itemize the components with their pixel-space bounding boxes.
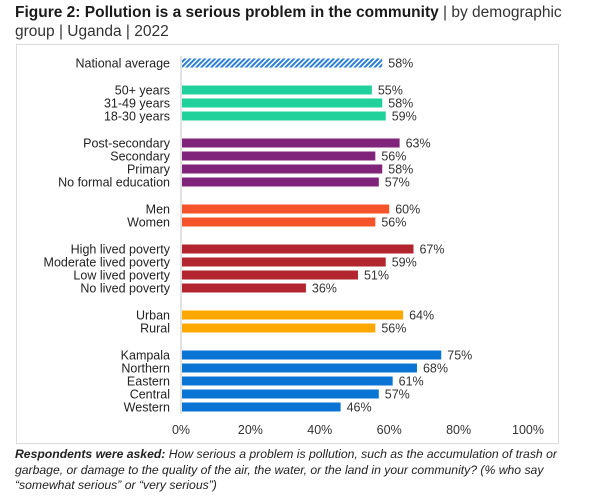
bar-50-years (182, 85, 372, 95)
bar-secondary (182, 151, 376, 161)
bar-no-formal-education (182, 177, 379, 187)
data-label-eastern: 61% (399, 375, 424, 389)
data-label-low-lived-poverty: 51% (364, 269, 389, 283)
category-label-no-lived-poverty: No lived poverty (80, 282, 170, 296)
chart-frame (16, 44, 559, 444)
category-label-women: Women (127, 216, 170, 230)
category-label-31-49-years: 31-49 years (104, 97, 170, 111)
note-text: How serious a problem is pollution, such… (15, 447, 557, 492)
survey-question-note: Respondents were asked: How serious a pr… (15, 447, 595, 494)
bar-low-lived-poverty (182, 270, 358, 280)
category-label-moderate-lived-poverty: Moderate lived poverty (44, 256, 171, 270)
note-label: Respondents were asked: (15, 447, 166, 461)
data-label-primary: 58% (388, 163, 413, 177)
category-label-men: Men (146, 203, 170, 217)
x-tick-label: 20% (238, 423, 263, 437)
data-label-northern: 68% (423, 362, 448, 376)
category-label-western: Western (124, 401, 170, 415)
category-label-northern: Northern (121, 362, 170, 376)
bar-post-secondary (182, 138, 400, 148)
data-label-urban: 64% (409, 309, 434, 323)
data-label-31-49-years: 58% (388, 97, 413, 111)
data-label-post-secondary: 63% (406, 137, 431, 151)
category-label-low-lived-poverty: Low lived poverty (73, 269, 170, 283)
category-label-primary: Primary (127, 163, 171, 177)
bar-central (182, 389, 379, 399)
bar-northern (182, 363, 417, 373)
bar-rural (182, 323, 376, 333)
data-label-high-lived-poverty: 67% (419, 243, 444, 257)
category-label-50-years: 50+ years (115, 84, 170, 98)
bar-high-lived-poverty (182, 244, 414, 254)
chart-title-subtitle: | by demographic group | Uganda | 2022 (15, 4, 562, 40)
data-label-18-30-years: 59% (392, 110, 417, 124)
bar-women (182, 217, 376, 227)
data-label-secondary: 56% (381, 150, 406, 164)
data-label-national-average: 58% (388, 57, 413, 71)
bar-kampala (182, 350, 442, 360)
category-label-post-secondary: Post-secondary (83, 137, 171, 151)
data-label-central: 57% (385, 388, 410, 402)
category-label-secondary: Secondary (110, 150, 171, 164)
data-label-kampala: 75% (447, 349, 472, 363)
category-label-eastern: Eastern (127, 375, 170, 389)
bar-primary (182, 164, 383, 174)
category-label-urban: Urban (136, 309, 170, 323)
data-label-rural: 56% (381, 322, 406, 336)
category-label-high-lived-poverty: High lived poverty (71, 243, 171, 257)
data-label-men: 60% (395, 203, 420, 217)
data-label-western: 46% (347, 401, 372, 415)
x-tick-label: 100% (512, 423, 544, 437)
bar-national-average (182, 58, 383, 68)
x-tick-label: 0% (172, 423, 190, 437)
category-label-18-30-years: 18-30 years (104, 110, 170, 124)
category-label-national-average: National average (75, 57, 170, 71)
category-label-no-formal-education: No formal education (58, 176, 170, 190)
x-tick-label: 60% (377, 423, 402, 437)
data-label-50-years: 55% (378, 84, 403, 98)
chart-title: Figure 2: Pollution is a serious problem… (15, 3, 595, 41)
data-label-moderate-lived-poverty: 59% (392, 256, 417, 270)
bar-men (182, 204, 390, 214)
data-label-women: 56% (381, 216, 406, 230)
data-label-no-lived-poverty: 36% (312, 282, 337, 296)
chart-title-main: Figure 2: Pollution is a serious problem… (15, 4, 439, 21)
bar-western (182, 402, 341, 412)
bar-urban (182, 310, 404, 320)
x-tick-label: 40% (307, 423, 332, 437)
category-label-rural: Rural (140, 322, 170, 336)
bar-no-lived-poverty (182, 283, 306, 293)
x-tick-label: 80% (446, 423, 471, 437)
bar-moderate-lived-poverty (182, 257, 386, 267)
bar-18-30-years (182, 111, 386, 121)
category-label-kampala: Kampala (121, 349, 170, 363)
bar-eastern (182, 376, 393, 386)
bar-31-49-years (182, 98, 383, 108)
category-label-central: Central (130, 388, 170, 402)
data-label-no-formal-education: 57% (385, 176, 410, 190)
